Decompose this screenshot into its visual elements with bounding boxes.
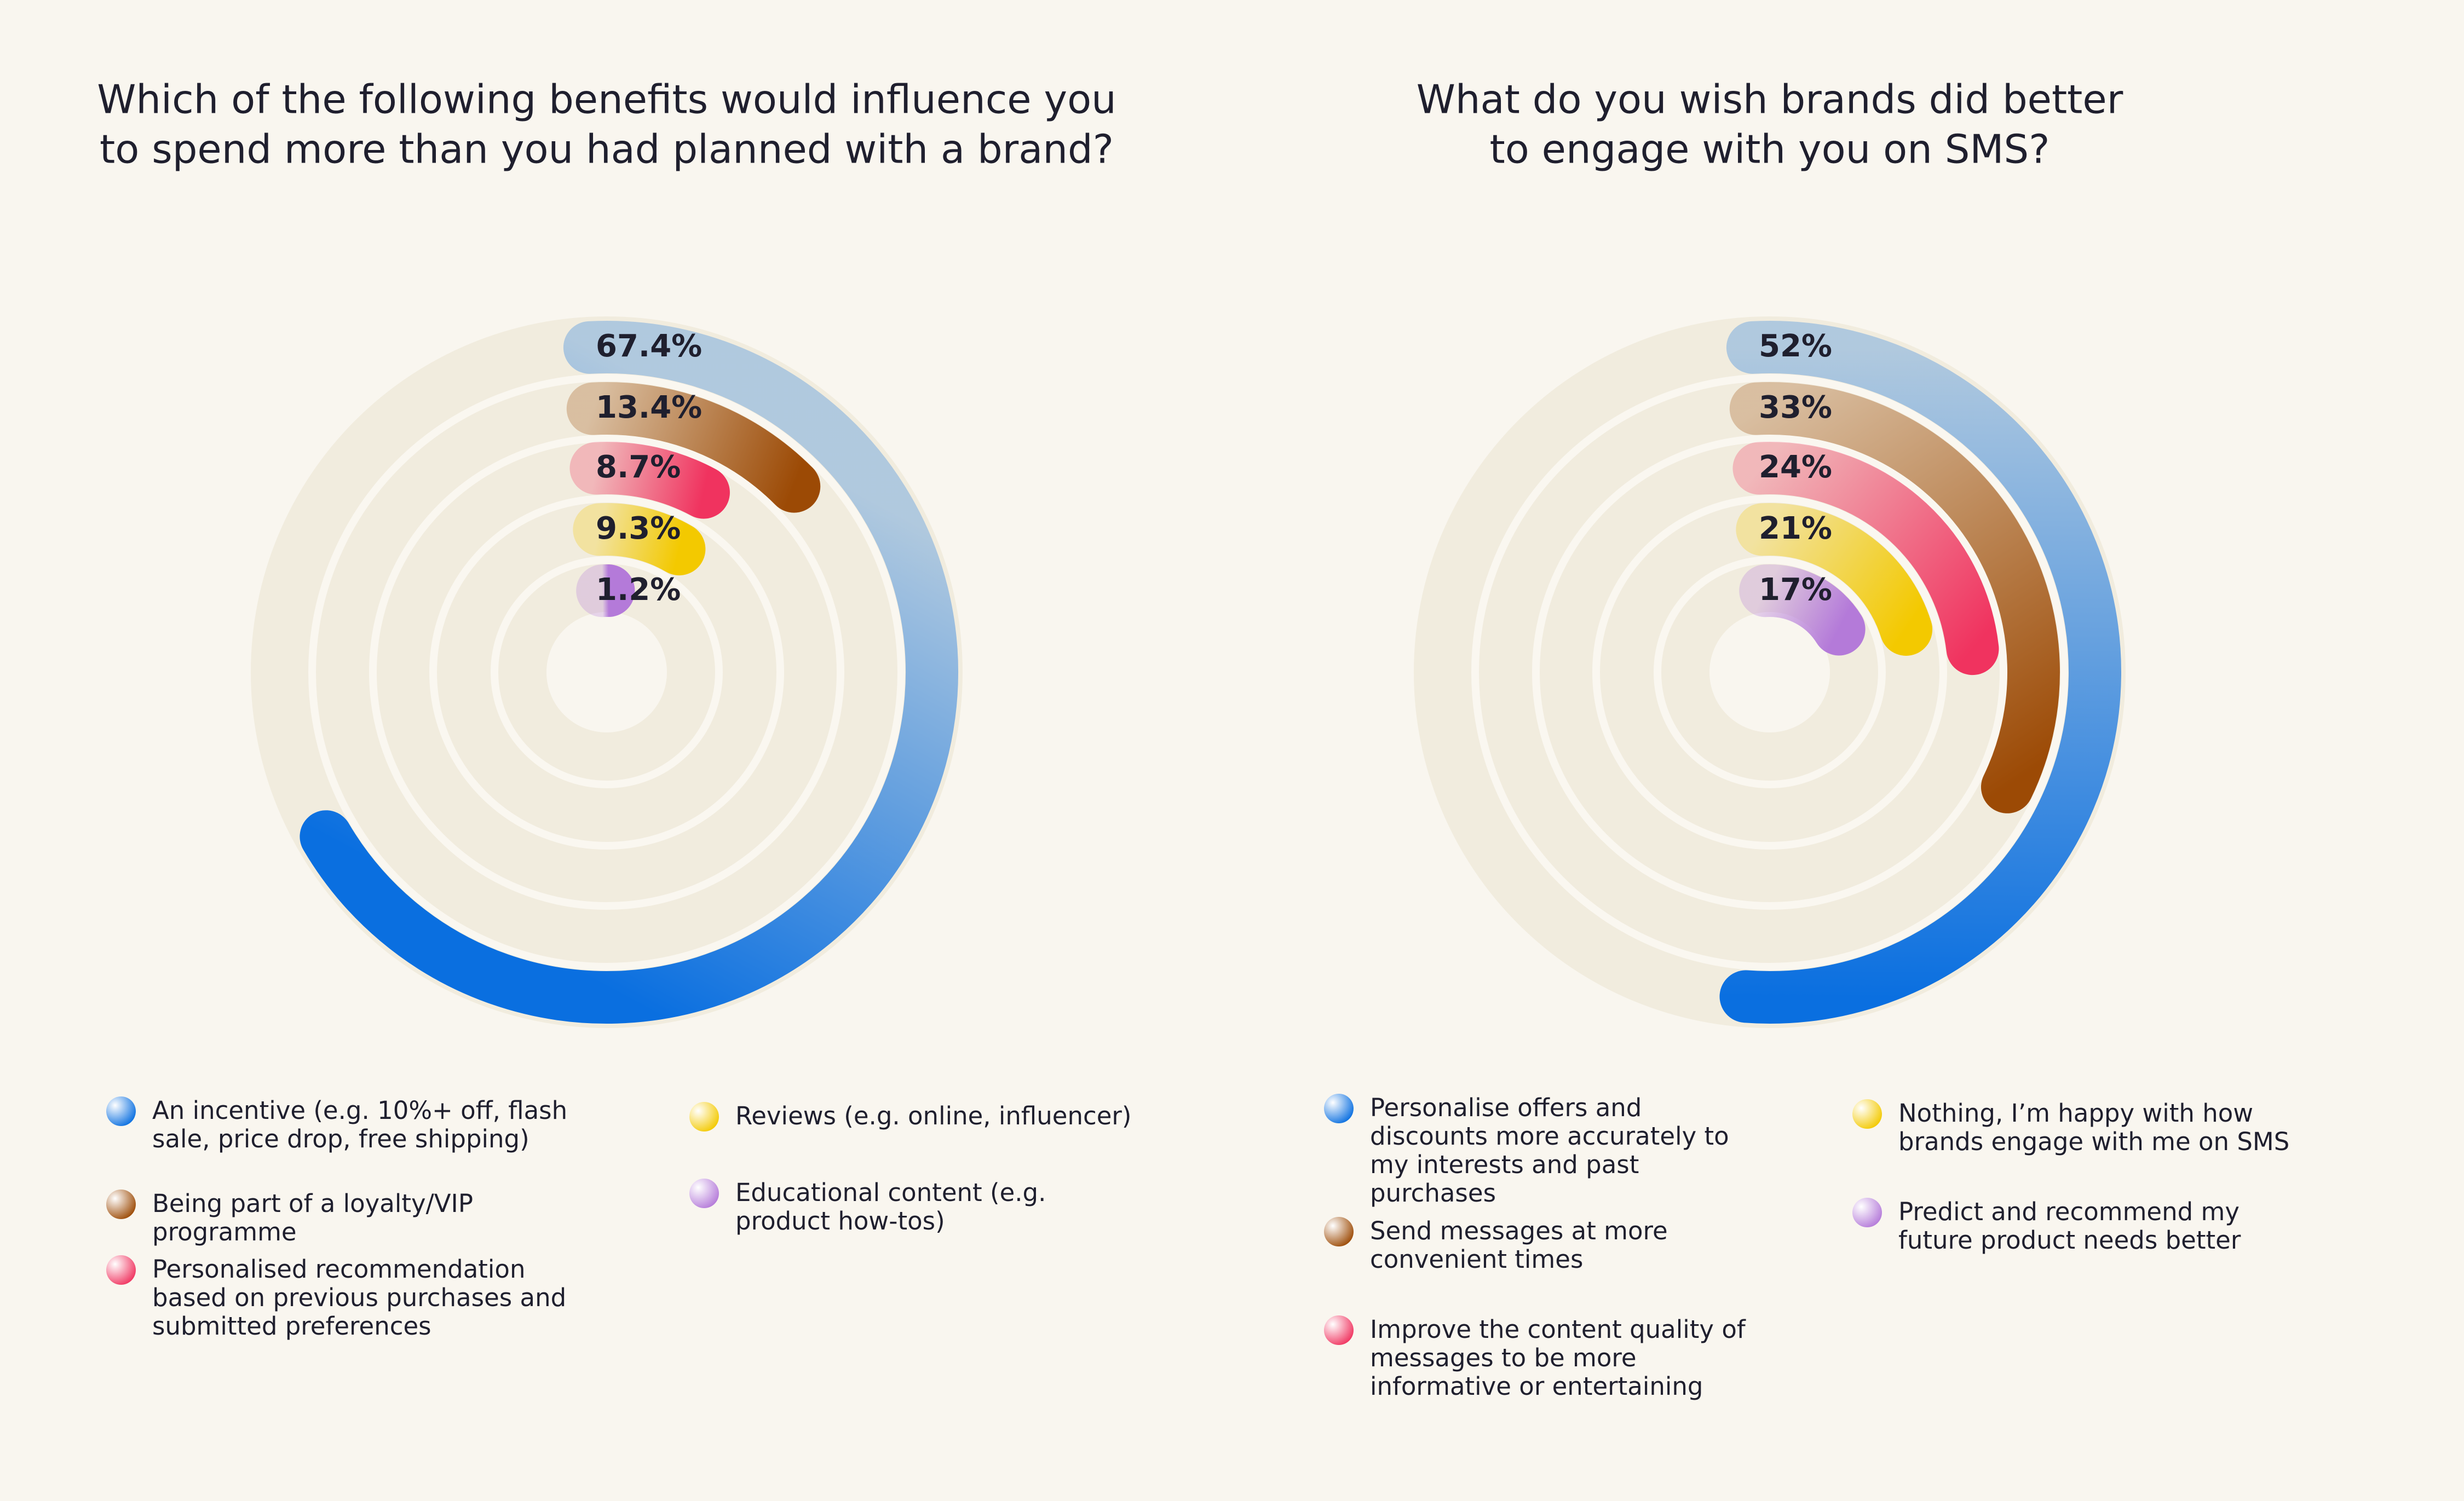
legend-swatch (106, 1190, 136, 1219)
legend-label: An incentive (e.g. 10%+ off, flash sale,… (152, 1096, 568, 1153)
ring-separator (1654, 556, 1886, 788)
legend-swatch (106, 1096, 136, 1126)
radial-bar (566, 382, 821, 513)
chart-title: to spend more than you had planned with … (100, 126, 1114, 172)
legend-label: Being part of a loyalty/VIP programme (152, 1189, 473, 1246)
radial-bar (1719, 321, 2122, 1024)
legend-swatch (1852, 1099, 1882, 1129)
legend-label: Personalised recommendation based on pre… (152, 1255, 567, 1341)
radial-bar (569, 442, 730, 519)
legend-item: Being part of a loyalty/VIP programme (106, 1190, 577, 1246)
legend-item: An incentive (e.g. 10%+ off, flash sale,… (106, 1096, 577, 1153)
radial-bar (1739, 564, 1866, 656)
radial-bar (1736, 503, 1933, 656)
ring-separator (369, 435, 844, 910)
legend-label: Send messages at more convenient times (1370, 1216, 1668, 1274)
ring-separator (1532, 435, 2007, 910)
radial-bar (1732, 442, 1999, 676)
legend-label: Reviews (e.g. online, influencer) (735, 1101, 1132, 1130)
value-label: 21% (1759, 511, 1832, 546)
legend-item: Send messages at more convenient times (1324, 1217, 1762, 1274)
value-label: 17% (1759, 572, 1832, 608)
radial-bar (1729, 382, 2060, 813)
value-label: 8.7% (596, 449, 681, 485)
chart-title: Which of the following benefits would in… (97, 77, 1116, 123)
legend-item: Reviews (e.g. online, influencer) (689, 1102, 1155, 1131)
legend-swatch (1324, 1217, 1354, 1246)
legend-swatch (689, 1102, 719, 1131)
legend-item: Personalise offers and discounts more ac… (1324, 1094, 1762, 1208)
radial-bar (573, 503, 706, 576)
legend-label: Predict and recommend my future product … (1898, 1197, 2241, 1255)
value-label: 33% (1759, 390, 1832, 425)
legend-swatch (106, 1255, 136, 1285)
legend-label: Educational content (e.g. product how-to… (735, 1178, 1046, 1236)
center-hole (546, 612, 667, 732)
legend-swatch (1324, 1315, 1354, 1345)
ring-separator (1592, 495, 1947, 850)
legend-item: Educational content (e.g. product how-to… (689, 1179, 1084, 1236)
center-hole (1709, 612, 1830, 732)
value-label: 9.3% (596, 511, 681, 546)
value-label: 24% (1759, 449, 1832, 485)
value-label: 52% (1759, 328, 1832, 364)
legend-item: Nothing, I’m happy with how brands engag… (1852, 1099, 2290, 1156)
radial-bar (300, 321, 958, 1024)
ring-separator (429, 495, 784, 850)
legend-label: Improve the content quality of messages … (1370, 1315, 1746, 1401)
ring-separator (1471, 374, 2068, 971)
legend-swatch (689, 1179, 719, 1208)
legend-item: Improve the content quality of messages … (1324, 1315, 1762, 1401)
legend-item: Personalised recommendation based on pre… (106, 1255, 577, 1341)
legend-swatch (1852, 1198, 1882, 1227)
legend-swatch (1324, 1094, 1354, 1123)
ring-separator (491, 556, 723, 788)
value-label: 13.4% (596, 390, 702, 425)
value-label: 1.2% (596, 572, 681, 608)
value-label: 67.4% (596, 328, 702, 364)
legend-label: Personalise offers and discounts more ac… (1370, 1093, 1729, 1208)
ring-separator (308, 374, 905, 971)
chart-title: What do you wish brands did better (1417, 77, 2123, 123)
legend-label: Nothing, I’m happy with how brands engag… (1898, 1099, 2290, 1156)
chart-title: to engage with you on SMS? (1490, 126, 2050, 172)
legend-item: Predict and recommend my future product … (1852, 1198, 2247, 1255)
